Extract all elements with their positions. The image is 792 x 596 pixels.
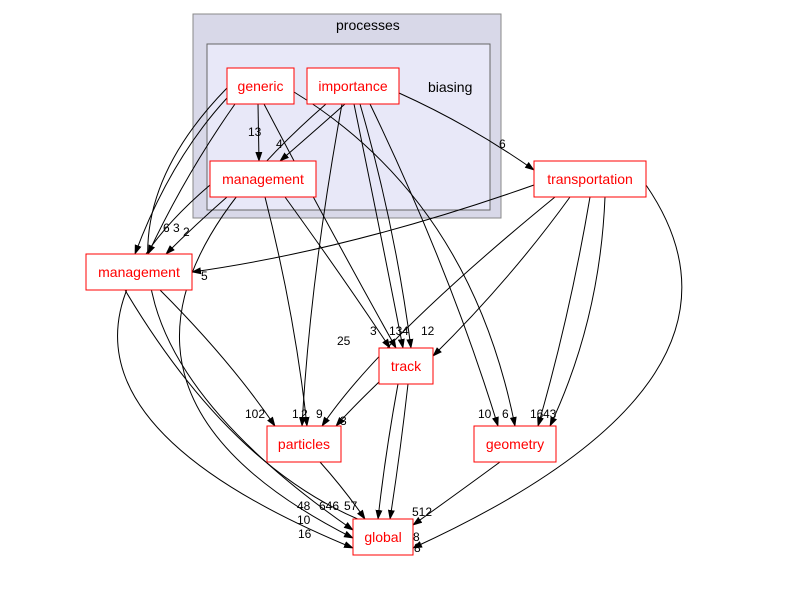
edge-label-track-global: 646 <box>319 499 339 513</box>
edge-label-management2-global: 512 <box>412 505 432 519</box>
edge-label-transportation-management2: 5 <box>201 269 208 283</box>
edge-label-importance-transportation: 6 <box>499 137 506 151</box>
edge-transportation-geometry <box>538 197 590 426</box>
edge-label-track-global: 57 <box>344 499 358 513</box>
edge-transportation-global <box>413 185 682 548</box>
edge-label-generic-management2: 6 <box>163 221 170 235</box>
edge-management2-particles <box>160 290 275 426</box>
edge-label-importance-track: 13 <box>389 324 403 338</box>
node-label-global[interactable]: global <box>364 529 401 545</box>
cluster-label-biasing[interactable]: biasing <box>428 79 472 95</box>
node-label-management1[interactable]: management <box>222 171 304 187</box>
edge-label-importance-management1: 4 <box>276 137 283 151</box>
edge-label-transportation-geometry: 43 <box>543 407 557 421</box>
edge-label-importance-particles: 1 <box>292 407 299 421</box>
edge-label-importance-global: 10 <box>297 513 311 527</box>
edge-label-management1-global: 16 <box>298 527 312 541</box>
edge-track-global <box>390 384 408 519</box>
edge-label-generic-global: 48 <box>297 499 311 513</box>
edge-label-management1-track: 25 <box>337 334 351 348</box>
edge-label-generic-track: 3 <box>370 324 377 338</box>
edge-label-importance-track: 4 <box>402 324 409 338</box>
edge-management1-global <box>118 185 353 548</box>
edge-label-generic-management1: 13 <box>248 125 262 139</box>
edge-label-transportation-particles: 9 <box>316 407 323 421</box>
edge-transportation-track <box>433 197 570 356</box>
edge-label-track-particles: 3 <box>340 414 347 428</box>
cluster-label-processes[interactable]: processes <box>336 17 400 33</box>
dependency-graph: processes biasing generic importance manage… <box>0 0 792 596</box>
node-label-transportation[interactable]: transportation <box>547 171 633 187</box>
edge-label-management1-management2: 2 <box>183 225 190 239</box>
edge-label-management1-particles: 2 <box>301 407 308 421</box>
edge-label-management2-particles: 102 <box>245 407 265 421</box>
edge-label-transportation-geometry: 16 <box>530 407 544 421</box>
node-label-management2[interactable]: management <box>98 264 180 280</box>
edge-transportation-geometry <box>550 197 605 426</box>
edge-label-importance-geometry: 10 <box>478 407 492 421</box>
node-label-particles[interactable]: particles <box>278 436 330 452</box>
node-label-geometry[interactable]: geometry <box>486 436 544 452</box>
edge-track-global <box>378 384 398 519</box>
edge-label-generic-geometry: 6 <box>502 407 509 421</box>
node-label-track[interactable]: track <box>391 358 422 374</box>
edge-management1-particles <box>265 197 307 426</box>
edge-label-generic-management2: 3 <box>173 221 180 235</box>
node-label-importance[interactable]: importance <box>318 78 387 94</box>
edge-label-transportation-track: 12 <box>421 324 435 338</box>
node-label-generic[interactable]: generic <box>238 78 284 94</box>
edge-label-geometry-global: 8 <box>413 530 420 544</box>
